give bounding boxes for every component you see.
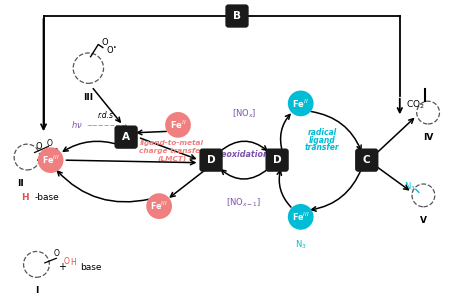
Text: (LMCT): (LMCT) — [157, 155, 186, 162]
Text: I: I — [35, 286, 38, 295]
Text: -base: -base — [35, 193, 59, 202]
FancyBboxPatch shape — [200, 148, 223, 172]
Text: N$_3$: N$_3$ — [404, 180, 416, 192]
Text: O: O — [54, 249, 59, 258]
Text: O: O — [101, 38, 108, 47]
Text: B: B — [233, 11, 241, 21]
Text: V: V — [420, 216, 427, 225]
Text: N$_3$: N$_3$ — [295, 239, 307, 251]
FancyBboxPatch shape — [114, 125, 138, 149]
Text: H: H — [70, 258, 76, 267]
Text: O: O — [47, 139, 53, 148]
Text: charge transfer: charge transfer — [139, 148, 204, 154]
FancyBboxPatch shape — [355, 148, 378, 172]
Text: II: II — [18, 179, 24, 188]
Text: O: O — [64, 257, 70, 266]
Text: [NO$_{x-1}$]: [NO$_{x-1}$] — [227, 197, 262, 209]
Text: D: D — [207, 155, 215, 165]
FancyBboxPatch shape — [265, 148, 289, 172]
Circle shape — [165, 112, 191, 138]
Text: IV: IV — [423, 133, 433, 142]
Text: Fe$^{II}$: Fe$^{II}$ — [170, 119, 186, 131]
Text: r.d.s: r.d.s — [98, 111, 114, 120]
Text: D: D — [273, 155, 282, 165]
Text: +: + — [58, 262, 65, 273]
Text: O: O — [35, 142, 42, 151]
Text: $h\nu$: $h\nu$ — [71, 120, 82, 130]
Circle shape — [288, 91, 314, 116]
Text: transfer: transfer — [305, 143, 339, 152]
Text: Fe$^{III}$: Fe$^{III}$ — [292, 211, 310, 223]
Text: ligand: ligand — [309, 136, 335, 145]
Text: ~~~~~~→: ~~~~~~→ — [86, 124, 128, 129]
Text: [NO$_x$]: [NO$_x$] — [232, 108, 256, 120]
Circle shape — [288, 204, 314, 230]
Text: H: H — [21, 193, 28, 202]
Circle shape — [38, 147, 64, 173]
Text: CO$_2$: CO$_2$ — [406, 99, 425, 111]
Circle shape — [146, 193, 172, 219]
FancyBboxPatch shape — [225, 4, 249, 28]
Text: A: A — [122, 132, 130, 142]
Text: Fe$^{III}$: Fe$^{III}$ — [150, 200, 168, 212]
Text: C: C — [363, 155, 371, 165]
Text: base: base — [80, 263, 101, 272]
Text: radical: radical — [307, 128, 337, 137]
Text: Fe$^{III}$: Fe$^{III}$ — [42, 154, 60, 166]
Text: O$^{\bullet}$: O$^{\bullet}$ — [106, 43, 118, 55]
Text: Fe$^{II}$: Fe$^{II}$ — [292, 97, 309, 110]
Text: reoxidation: reoxidation — [218, 149, 270, 159]
Text: III: III — [83, 92, 93, 102]
Text: ligand-to-metal: ligand-to-metal — [140, 140, 204, 146]
Text: O: O — [53, 148, 59, 157]
